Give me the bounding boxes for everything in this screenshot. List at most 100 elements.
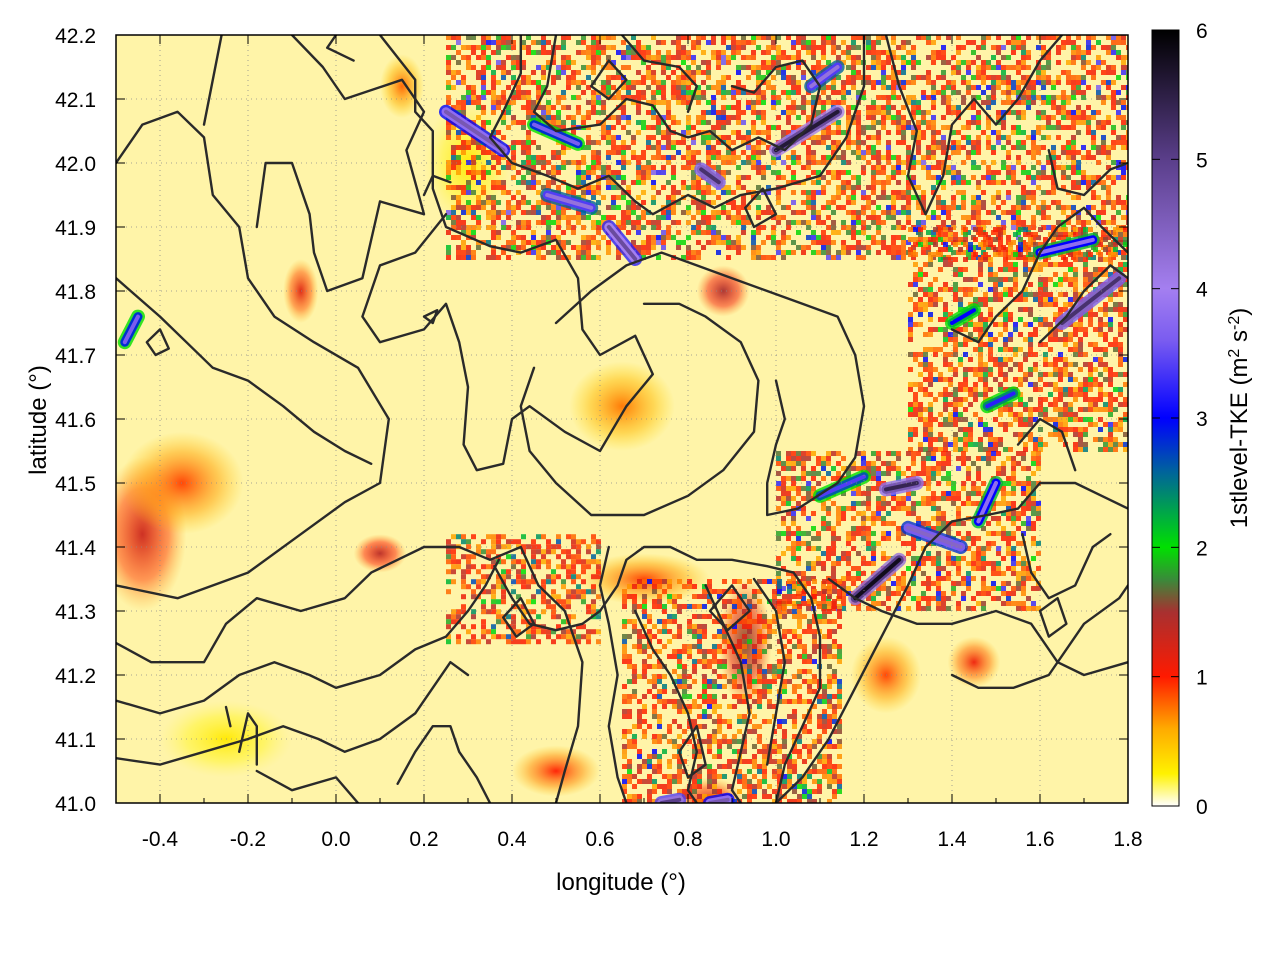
contour-line bbox=[422, 174, 452, 197]
colorbar-title-sup2: -2 bbox=[1226, 316, 1243, 330]
tke-streak bbox=[848, 552, 907, 606]
tke-hotspot bbox=[569, 361, 675, 452]
tke-streak bbox=[879, 476, 924, 497]
x-axis-title: longitude (°) bbox=[556, 869, 686, 896]
y-tick-label: 42.2 bbox=[55, 25, 96, 48]
contour-line bbox=[116, 661, 470, 766]
tke-streak bbox=[601, 220, 643, 266]
contour-line bbox=[255, 35, 426, 293]
colorbar-tick-label: 5 bbox=[1196, 149, 1208, 172]
contour-line bbox=[493, 545, 822, 803]
contour-line bbox=[620, 35, 698, 113]
contour-line bbox=[255, 769, 360, 803]
contour-line bbox=[554, 251, 866, 517]
y-tick-label: 41.8 bbox=[55, 281, 96, 304]
y-tick-label: 41.6 bbox=[55, 409, 96, 432]
contour-loop bbox=[502, 597, 536, 638]
y-tick-label: 41.9 bbox=[55, 217, 96, 240]
x-tick-label: 0.0 bbox=[321, 828, 350, 851]
y-tick-label: 42.0 bbox=[55, 153, 96, 176]
contour-loop bbox=[708, 584, 751, 632]
contour-line bbox=[116, 277, 373, 465]
contour-line bbox=[598, 545, 628, 803]
contour-loop bbox=[145, 328, 170, 357]
x-tick-label: 0.6 bbox=[585, 828, 614, 851]
x-tick-label: 1.4 bbox=[937, 828, 967, 851]
tke-turbulent-zone bbox=[446, 534, 601, 645]
y-tick-label: 41.2 bbox=[55, 665, 96, 688]
colorbar-tick-label: 1 bbox=[1196, 667, 1208, 690]
y-axis-ticks: 41.0 41.1 41.2 41.3 41.4 41.5 41.6 41.7 41.8 41.9… bbox=[55, 25, 1128, 816]
colorbar-tick-label: 6 bbox=[1196, 20, 1208, 43]
tke-streak bbox=[980, 386, 1021, 414]
tke-streak bbox=[813, 469, 871, 503]
contour-line bbox=[1038, 264, 1128, 344]
contour-loop bbox=[422, 309, 439, 325]
y-tick-label: 42.1 bbox=[55, 89, 96, 112]
colorbar-title-main: 1stlevel-TKE (m bbox=[1226, 358, 1253, 529]
contour-line bbox=[326, 35, 355, 62]
colorbar-tick-label: 4 bbox=[1196, 279, 1208, 302]
contour-line bbox=[488, 35, 866, 216]
tke-streak bbox=[804, 60, 845, 94]
colorbar-title-sup1: 2 bbox=[1226, 349, 1243, 358]
tke-hotspot bbox=[353, 534, 407, 573]
colorbar-tick-label: 3 bbox=[1196, 408, 1208, 431]
tke-streak bbox=[769, 104, 845, 158]
tke-streak bbox=[540, 188, 599, 215]
contour-line bbox=[1021, 533, 1112, 600]
contour-line bbox=[224, 705, 232, 728]
contour-line bbox=[116, 558, 500, 715]
tke-hotspot bbox=[947, 636, 1001, 688]
y-axis-title: latitude (°) bbox=[25, 365, 52, 475]
tke-streak bbox=[117, 309, 145, 350]
y-tick-label: 41.5 bbox=[55, 473, 96, 496]
tke-hotspot bbox=[283, 259, 319, 323]
contour-loop bbox=[590, 59, 628, 101]
contour-line bbox=[950, 206, 1128, 344]
contour-line bbox=[238, 712, 258, 766]
tke-streak bbox=[1033, 232, 1100, 260]
x-tick-label: 1.2 bbox=[849, 828, 878, 851]
colorbar-title: 1stlevel-TKE (m2 s-2) bbox=[1226, 308, 1254, 529]
colorbar-title-end: ) bbox=[1226, 308, 1253, 316]
contour-line bbox=[950, 584, 1128, 689]
colorbar-ticks: 0 1 2 3 4 5 6 bbox=[1152, 20, 1208, 819]
contour-line bbox=[116, 545, 584, 803]
contour-line bbox=[532, 35, 822, 152]
contour-line bbox=[519, 302, 760, 517]
x-tick-label: 1.8 bbox=[1113, 828, 1142, 851]
contour-line bbox=[774, 481, 1128, 803]
grid-lines bbox=[116, 35, 1128, 803]
x-tick-label: 1.6 bbox=[1025, 828, 1054, 851]
colorbar-tick-label: 0 bbox=[1196, 796, 1208, 819]
contour-loop bbox=[678, 725, 707, 779]
tke-streak bbox=[945, 303, 981, 330]
colorbar: 0 1 2 3 4 5 6 1stlevel-TKE (m2 s-2) bbox=[1151, 20, 1254, 819]
y-tick-label: 41.7 bbox=[55, 345, 96, 368]
tke-hotspot bbox=[696, 265, 750, 317]
y-tick-label: 41.1 bbox=[55, 729, 96, 752]
x-tick-label: 1.0 bbox=[761, 828, 790, 851]
contour-line bbox=[396, 725, 492, 803]
y-tick-label: 41.0 bbox=[55, 793, 96, 816]
x-tick-label: 0.4 bbox=[497, 828, 527, 851]
x-tick-label: 0.2 bbox=[409, 828, 438, 851]
contour-loop bbox=[1038, 597, 1068, 638]
y-tick-label: 41.3 bbox=[55, 601, 96, 624]
tke-field bbox=[116, 35, 1128, 803]
contour-line bbox=[884, 35, 1064, 216]
tke-streak bbox=[439, 104, 511, 158]
colorbar-title-mid: s bbox=[1226, 330, 1253, 349]
contour-line bbox=[752, 577, 786, 766]
tke-streak bbox=[1055, 271, 1127, 330]
x-tick-label: 0.8 bbox=[673, 828, 702, 851]
contour-line bbox=[1016, 417, 1077, 472]
tke-hotspot bbox=[380, 54, 424, 119]
contour-line bbox=[361, 35, 654, 472]
x-tick-label: -0.2 bbox=[230, 828, 266, 851]
tke-hotspot bbox=[512, 745, 600, 797]
contour-loop bbox=[744, 187, 778, 229]
contour-line bbox=[827, 577, 1128, 677]
tke-streak bbox=[527, 117, 585, 151]
